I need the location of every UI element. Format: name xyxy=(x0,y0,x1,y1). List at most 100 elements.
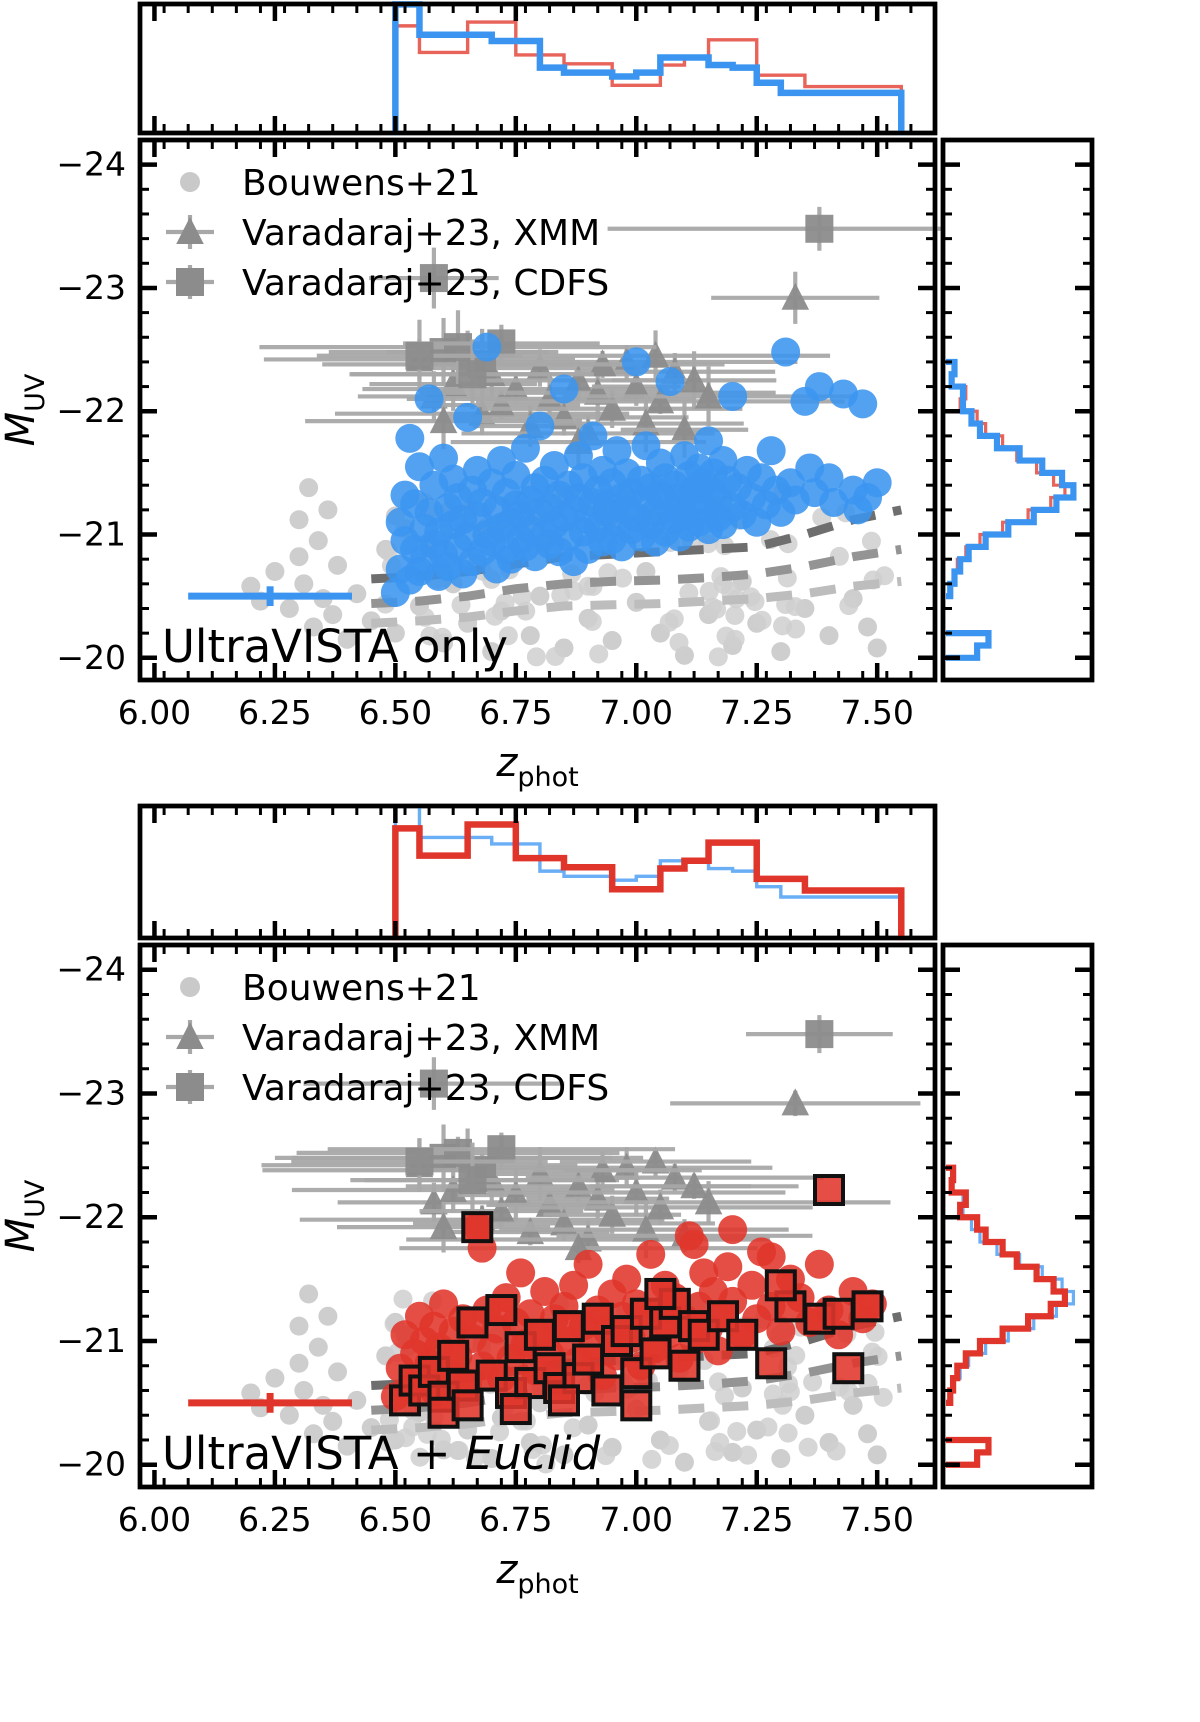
hist-x-frame-top xyxy=(137,1,938,136)
data-point-xmm xyxy=(429,406,458,434)
data-point-bouwens xyxy=(289,547,309,567)
xtick-label: 6.75 xyxy=(479,693,552,732)
marginal-x-histogram-top xyxy=(137,1,938,176)
data-point-main xyxy=(525,411,555,441)
xtick-label: 6.25 xyxy=(238,693,311,732)
data-point-bouwens xyxy=(705,1441,725,1461)
data-point-xmm xyxy=(646,1192,675,1220)
data-point-main xyxy=(814,463,844,493)
panel-annotation-bottom: UltraVISTA + Euclid xyxy=(162,1427,601,1480)
ytick-label: −20 xyxy=(56,638,126,677)
data-point-main xyxy=(804,372,834,402)
data-point-xmm xyxy=(680,365,708,393)
series-main-top xyxy=(380,332,892,607)
data-point-bouwens xyxy=(707,599,727,619)
legend-marker-cdfs xyxy=(176,1073,204,1101)
data-point-bouwens xyxy=(708,647,728,667)
data-point-bouwens xyxy=(289,510,309,530)
data-point-bouwens xyxy=(758,1417,778,1437)
data-point-xmm xyxy=(598,393,626,421)
data-point-euclid-selected xyxy=(639,1337,672,1370)
hist-y-step xyxy=(946,1164,1068,1406)
data-point-bouwens xyxy=(563,1418,583,1438)
legend-marker-xmm xyxy=(176,1022,204,1049)
legend-label: Bouwens+21 xyxy=(242,968,481,1009)
panel-annotation-top: UltraVISTA only xyxy=(162,620,508,673)
data-point-xmm xyxy=(641,1146,670,1174)
xtick-label: 7.00 xyxy=(600,1500,673,1539)
data-point-bouwens xyxy=(727,1422,747,1442)
data-point-euclid-selected xyxy=(461,1211,494,1244)
data-point-cdfs xyxy=(805,1020,834,1049)
data-point-main xyxy=(655,367,685,397)
data-point-main xyxy=(414,384,444,414)
data-point-bouwens xyxy=(337,1436,357,1456)
marginal-y-histogram-bottom xyxy=(940,942,1095,1490)
data-point-euclid-selected xyxy=(475,1359,508,1392)
legend-top: Bouwens+21 Varadaraj+23, XMM Varadaraj+23,… xyxy=(166,163,609,304)
legend-marker-xmm xyxy=(176,217,204,244)
data-point-main xyxy=(737,1270,767,1300)
data-point-bouwens xyxy=(303,1424,323,1444)
data-point-euclid-selected xyxy=(523,1318,556,1351)
data-point-bouwens xyxy=(858,1424,878,1444)
xtick-label: 7.50 xyxy=(840,1500,913,1539)
data-point-bouwens xyxy=(819,626,839,646)
data-point-bouwens xyxy=(613,568,633,588)
data-point-bouwens xyxy=(318,500,338,520)
data-point-bouwens xyxy=(289,1353,309,1373)
data-point-cdfs xyxy=(458,360,487,389)
data-point-main xyxy=(718,1215,748,1245)
data-point-main xyxy=(506,1258,536,1288)
data-point-bouwens xyxy=(347,1390,367,1410)
legend-label: Varadaraj+23, XMM xyxy=(242,1018,600,1059)
data-point-main xyxy=(771,337,801,367)
data-point-bouwens xyxy=(554,1445,574,1465)
data-point-bouwens xyxy=(385,623,405,643)
legend-label: Varadaraj+23, CDFS xyxy=(242,1068,609,1109)
completeness-curve xyxy=(371,576,902,628)
data-point-bouwens xyxy=(786,619,806,639)
xtick-label: 7.25 xyxy=(720,1500,793,1539)
x-axis-label: zphot xyxy=(495,740,578,793)
data-point-bouwens xyxy=(596,1446,616,1466)
data-point-xmm xyxy=(622,1177,651,1205)
data-point-bouwens xyxy=(308,531,328,551)
data-point-bouwens xyxy=(308,1337,328,1357)
data-point-bouwens xyxy=(490,1422,510,1442)
data-point-euclid-selected xyxy=(485,1294,518,1327)
x-axis-label: zphot xyxy=(495,1547,578,1600)
data-point-xmm xyxy=(646,386,675,414)
xtick-label: 6.75 xyxy=(479,1500,552,1539)
xtick-label: 6.25 xyxy=(238,1500,311,1539)
data-point-bouwens xyxy=(299,478,319,498)
data-point-cdfs xyxy=(458,1166,487,1195)
data-point-bouwens xyxy=(861,531,881,551)
data-point-bouwens xyxy=(323,605,343,625)
data-point-bouwens xyxy=(778,1423,798,1443)
data-point-euclid-selected xyxy=(851,1290,884,1323)
data-point-main xyxy=(718,381,748,411)
data-point-cdfs xyxy=(419,264,448,293)
ytick-label: −24 xyxy=(56,145,126,184)
data-point-main xyxy=(549,374,579,404)
data-point-cdfs xyxy=(419,1069,448,1098)
legend-label: Varadaraj+23, XMM xyxy=(242,213,600,254)
data-point-euclid-selected xyxy=(456,1306,489,1339)
data-point-euclid-selected xyxy=(726,1318,759,1351)
data-point-main xyxy=(766,1316,796,1346)
data-point-bouwens xyxy=(589,644,609,664)
xtick-label: 6.00 xyxy=(118,693,191,732)
data-point-bouwens xyxy=(551,585,571,605)
data-point-bouwens xyxy=(498,626,518,646)
data-point-bouwens xyxy=(318,1306,338,1326)
data-point-bouwens xyxy=(279,1405,299,1425)
xtick-label: 6.50 xyxy=(359,1500,432,1539)
data-point-bouwens xyxy=(839,1381,859,1401)
series-euclid-selected-bottom xyxy=(389,1174,884,1429)
data-point-bouwens xyxy=(241,576,261,596)
completeness-curve xyxy=(371,544,902,609)
data-point-bouwens xyxy=(265,1368,285,1388)
data-point-euclid-selected xyxy=(591,1374,624,1407)
